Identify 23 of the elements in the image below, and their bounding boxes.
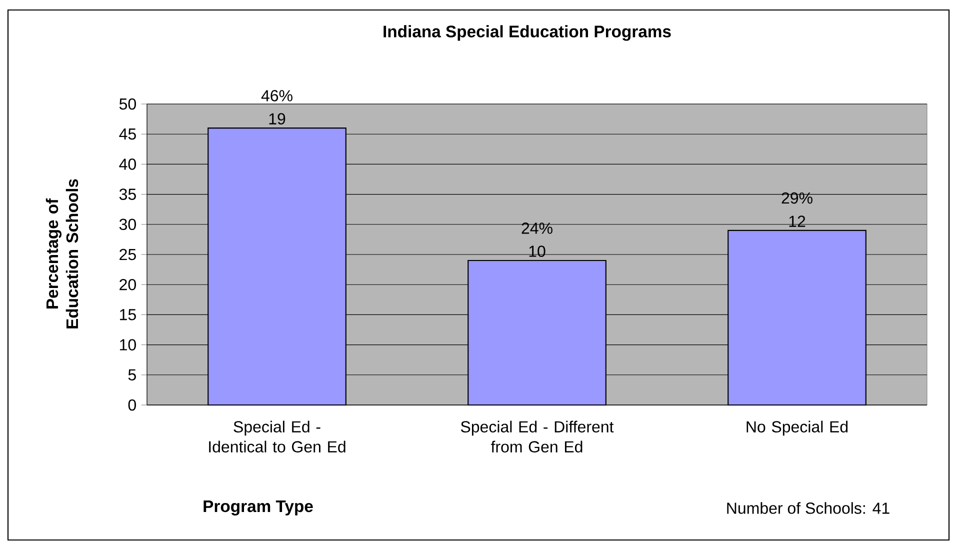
- y-tick-label: 40: [119, 158, 136, 170]
- y-tick-label: 30: [119, 218, 136, 230]
- y-tick-label: 15: [120, 309, 136, 320]
- x-tick-label: No Special Ed: [746, 420, 848, 436]
- data-label: 29%: [782, 192, 812, 204]
- y-tick-label: 20: [120, 278, 136, 290]
- x-axis-title: Program Type: [204, 500, 313, 516]
- x-tick-label: Special Ed - Different from Gen Ed: [460, 420, 614, 452]
- y-axis-title: Percentage of Education Schools: [46, 179, 78, 328]
- annotation: 19: [269, 113, 286, 124]
- x-tick-label: Special Ed - Identical to Gen Ed: [209, 420, 346, 452]
- y-tick-label: 5: [128, 369, 136, 380]
- text: Number of Schools: 41: [727, 502, 890, 514]
- y-tick-label: 25: [120, 248, 136, 260]
- y-tick-label: 35: [119, 188, 136, 200]
- y-tick-label: 50: [119, 98, 136, 110]
- annotation: 10: [529, 246, 546, 257]
- chart-title: Indiana Special Education Programs: [384, 25, 671, 41]
- y-tick-label: 45: [119, 128, 136, 140]
- y-tick-label: 0: [128, 399, 136, 411]
- y-tick-label: 10: [120, 339, 136, 350]
- data-label: 24%: [522, 222, 552, 234]
- data-label: 46%: [261, 90, 292, 102]
